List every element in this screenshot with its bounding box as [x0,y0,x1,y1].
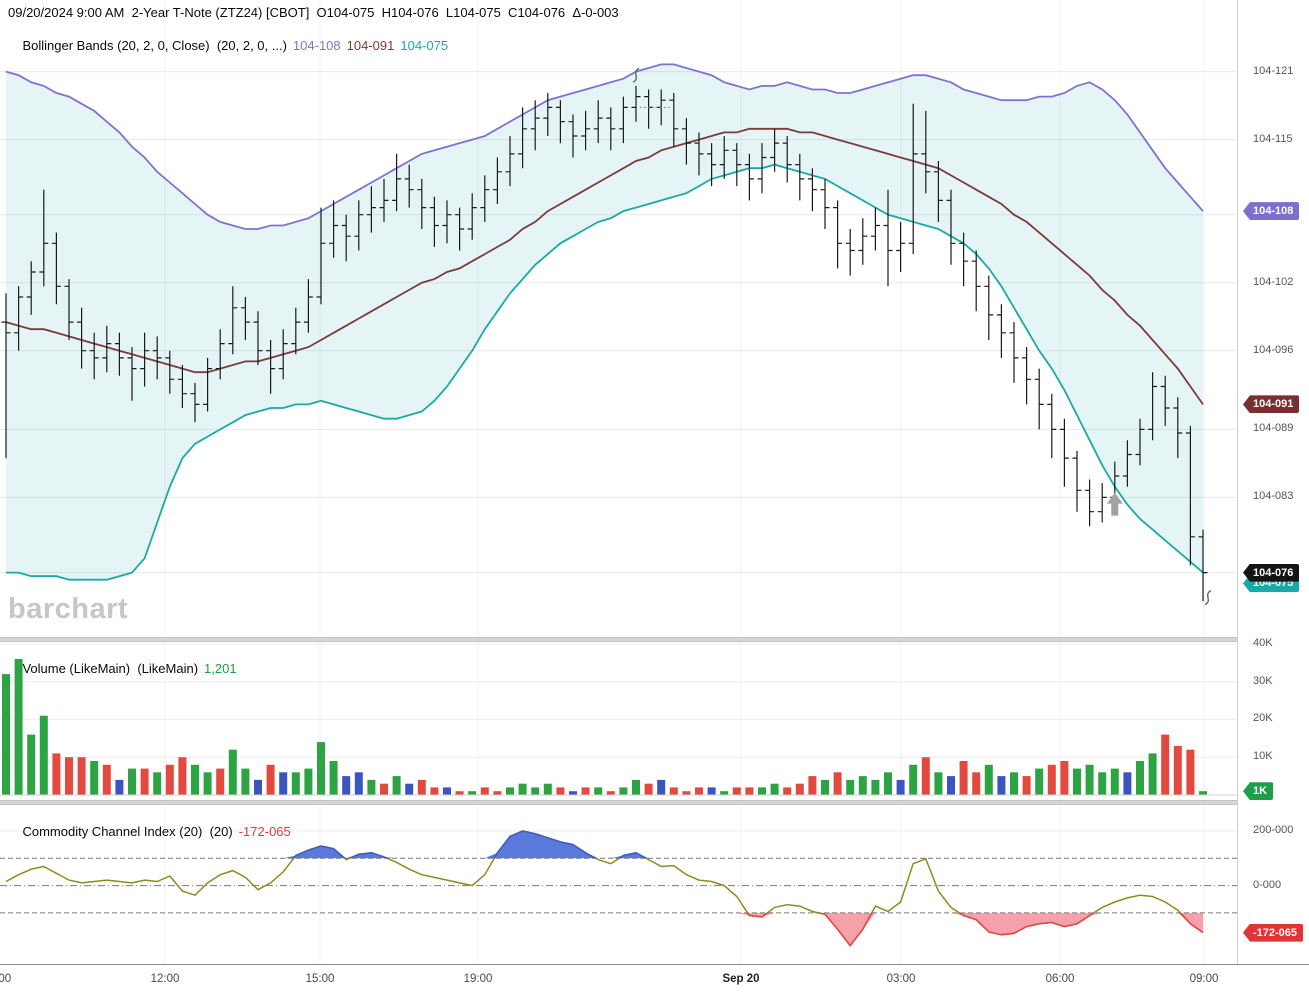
price-tick: 104-083 [1253,490,1294,503]
price-tick: 104-121 [1253,64,1294,77]
volume-chart-surface[interactable] [0,642,1237,800]
bollinger-header: Bollinger Bands (20, 2, 0, Close) (20, 2… [8,23,448,68]
volume-tick: 10K [1253,750,1273,763]
time-label: 15:00 [305,973,335,985]
time-label: 09:00 [1189,973,1219,985]
cci-badge: -172-065 [1243,923,1304,942]
bb-lower-value: 104-075 [400,38,449,53]
cci-value: -172-065 [238,824,291,839]
bb-middle-value: 104-091 [346,38,395,53]
cci-header: Commodity Channel Index (20) (20) -172-06… [8,809,291,854]
time-label: 12:00 [150,973,180,985]
price-badge: 104-108 [1243,202,1300,221]
bb-upper-value: 104-108 [292,38,341,53]
cci-label: Commodity Channel Index (20) (20) [22,824,233,839]
volume-header: Volume (LikeMain) (LikeMain) 1,201 [8,646,237,691]
price-tick: 104-115 [1253,132,1293,145]
volume-tick: 40K [1253,636,1273,649]
volume-panel: Volume (LikeMain) (LikeMain) 1,201 [0,642,1237,800]
volume-label: Volume (LikeMain) (LikeMain) [22,661,199,676]
price-tick: 104-089 [1253,422,1294,435]
cci-panel: Commodity Channel Index (20) (20) -172-06… [0,805,1237,964]
price-badge: 104-076 [1243,563,1300,582]
time-label: 03:00 [886,973,916,985]
barchart-watermark: barchart [8,593,129,625]
cci-chart-surface[interactable] [0,805,1237,964]
time-label: 9:00 [0,973,12,985]
time-label: Sep 20 [722,973,760,985]
time-labels: 9:00 12:00 15:00 19:00 Sep 20 03:00 06:00 09:00 [0,965,1237,995]
price-tick: 104-096 [1253,343,1294,356]
volume-tick: 30K [1253,674,1273,687]
price-panel: 09/20/2024 9:00 AM 2-Year T-Note (ZTZ24)… [0,0,1237,637]
cci-tick: 0-000 [1253,878,1282,891]
time-label: 06:00 [1045,973,1075,985]
bollinger-label: Bollinger Bands (20, 2, 0, Close) (20, 2… [22,38,287,53]
time-axis[interactable]: 9:00 12:00 15:00 19:00 Sep 20 03:00 06:00 09:00 [0,964,1309,995]
price-axis[interactable]: 104-121 104-115 104-108 104-102 104-096 104-0… [1237,0,1309,964]
volume-tick: 20K [1253,712,1273,725]
volume-badge: 1K [1243,782,1274,801]
cci-tick: 200-000 [1253,823,1294,836]
price-tick: 104-102 [1253,275,1294,288]
volume-value: 1,201 [204,661,237,676]
panel-divider[interactable] [0,637,1309,642]
quote-header: 09/20/2024 9:00 AM 2-Year T-Note (ZTZ24)… [8,5,619,20]
price-badge: 104-091 [1243,395,1300,414]
panel-divider[interactable] [0,800,1309,805]
price-chart-surface[interactable] [0,0,1237,637]
time-label: 19:00 [463,973,493,985]
